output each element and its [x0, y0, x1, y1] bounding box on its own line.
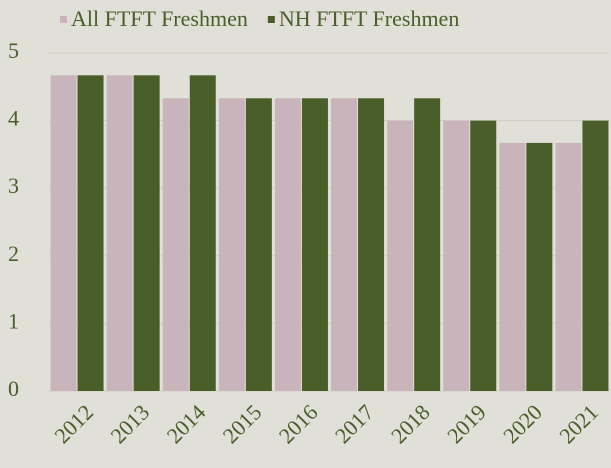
x-tick-label: 2021: [554, 399, 603, 448]
bar: [331, 98, 358, 392]
x-tick-label: 2020: [498, 399, 547, 448]
legend-label: NH FTFT Freshmen: [279, 6, 460, 31]
bar: [443, 120, 470, 391]
bar: [245, 98, 272, 392]
bar: [133, 75, 160, 392]
y-tick-label: 5: [8, 38, 19, 63]
legend-swatch: [267, 16, 275, 23]
y-tick-label: 0: [8, 376, 19, 401]
legend: All FTFT Freshmen NH FTFT Freshmen: [60, 6, 459, 31]
y-tick-label: 4: [8, 106, 19, 131]
x-tick-label: 2018: [386, 399, 435, 448]
bar: [387, 120, 414, 391]
bar: [582, 120, 609, 391]
bar: [414, 98, 441, 392]
x-tick-label: 2012: [49, 399, 98, 448]
bar: [301, 98, 328, 392]
bar: [162, 98, 189, 392]
bar: [77, 75, 104, 392]
y-tick-label: 1: [8, 308, 19, 333]
y-tick-label: 3: [8, 173, 19, 198]
bar: [274, 98, 301, 392]
x-tick-label: 2016: [274, 399, 323, 448]
bar: [50, 75, 77, 392]
legend-swatch: [60, 16, 67, 23]
bar: [106, 75, 133, 392]
x-tick-label: 2017: [330, 399, 379, 448]
x-tick-label: 2013: [105, 399, 154, 448]
bar: [526, 142, 553, 391]
bar: [189, 75, 216, 392]
bar: [470, 120, 497, 391]
bar: [499, 142, 526, 391]
x-tick-label: 2014: [162, 399, 211, 448]
bar: [218, 98, 245, 392]
x-tick-label: 2015: [218, 399, 267, 448]
legend-label: All FTFT Freshmen: [71, 6, 248, 31]
bar: [555, 142, 582, 391]
x-tick-label: 2019: [442, 399, 491, 448]
y-tick-label: 2: [8, 241, 19, 266]
bar: [358, 98, 385, 392]
